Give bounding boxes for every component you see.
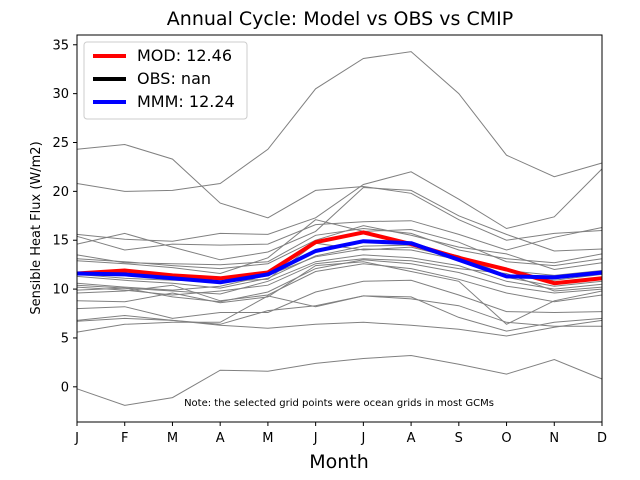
series-line-mod: [76, 230, 603, 286]
cmip-line-model-01: [76, 143, 603, 241]
y-tick-label: 25: [52, 136, 69, 151]
x-tick-label: A: [216, 431, 225, 446]
y-tick-label: 35: [52, 38, 69, 53]
x-axis-label: Month: [309, 451, 369, 473]
main-series-lines: [76, 230, 603, 286]
legend-label-mmm: MMM: 12.24: [137, 92, 235, 111]
x-tick-label: N: [549, 431, 559, 446]
x-tick-label: M: [167, 431, 178, 446]
chart-title: Annual Cycle: Model vs OBS vs CMIP: [167, 8, 513, 30]
y-axis-label: Sensible Heat Flux (W/m2): [29, 141, 44, 314]
cmip-line-model-06: [76, 227, 603, 266]
y-tick-label: 15: [52, 234, 69, 249]
plot-frame-border: [76, 34, 603, 423]
cmip-line-model-15: [76, 263, 603, 303]
x-tick-label: J: [360, 431, 365, 446]
y-axis: 0 5 10 15 20 25 30 35: [52, 38, 77, 395]
cmip-model-lines: [76, 51, 603, 406]
x-tick-label: S: [455, 431, 463, 446]
cmip-line-model-08: [76, 219, 603, 275]
cmip-line-model-03: [76, 168, 603, 242]
chart-note: Note: the selected grid points were ocea…: [184, 398, 494, 409]
y-tick-label: 0: [61, 380, 69, 395]
series-line-mmm: [76, 239, 603, 285]
y-tick-label: 30: [52, 87, 69, 102]
x-tick-label: O: [501, 431, 511, 446]
cmip-line-model-17: [76, 279, 603, 319]
x-tick-label: J: [313, 431, 318, 446]
cmip-line-model-19: [76, 317, 603, 337]
cmip-line-model-14: [76, 259, 603, 303]
cmip-line-model-20: [76, 295, 602, 333]
legend-label-mod: MOD: 12.46: [137, 46, 232, 65]
cmip-line-model-21: [76, 354, 603, 406]
y-tick-label: 20: [52, 185, 69, 200]
x-tick-label: M: [262, 431, 273, 446]
legend: MOD: 12.46 OBS: nan MMM: 12.24: [83, 41, 248, 120]
x-tick-label: J: [74, 431, 79, 446]
legend-box: [83, 41, 248, 120]
x-tick-label: A: [407, 431, 416, 446]
cmip-line-model-12: [76, 254, 603, 295]
cmip-line-model-05: [76, 186, 603, 261]
cmip-line-model-07: [76, 225, 603, 271]
cmip-line-model-02: [76, 51, 603, 192]
y-tick-label: 5: [61, 331, 69, 346]
cmip-line-model-11: [76, 248, 603, 291]
cmip-line-model-16: [76, 261, 603, 325]
y-tick-label: 10: [52, 283, 69, 298]
x-tick-label: F: [121, 431, 128, 446]
legend-label-obs: OBS: nan: [137, 69, 211, 88]
x-tick-label: D: [597, 431, 607, 446]
